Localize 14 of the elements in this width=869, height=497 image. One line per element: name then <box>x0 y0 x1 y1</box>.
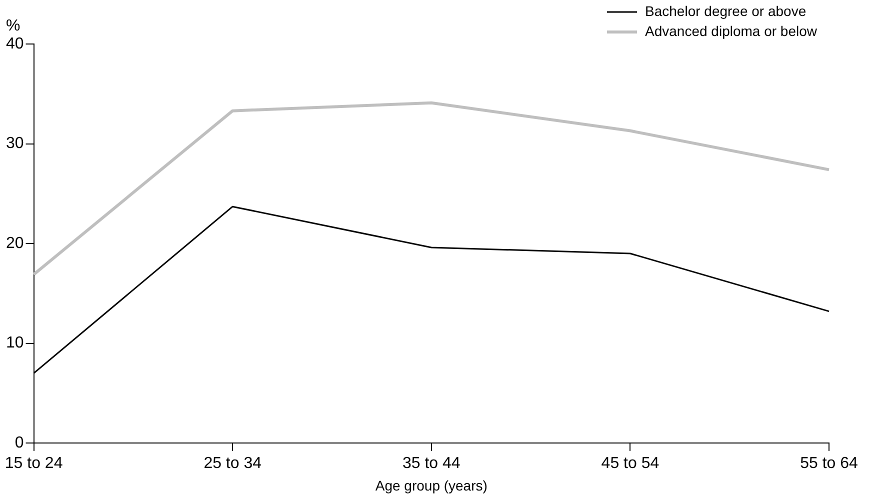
x-tick-label: 25 to 34 <box>204 455 262 472</box>
x-tick-label: 35 to 44 <box>402 455 460 472</box>
y-tick-label: 40 <box>6 35 24 52</box>
x-tick-label: 45 to 54 <box>601 455 660 472</box>
legend-label: Advanced diploma or below <box>645 22 818 39</box>
legend-label: Bachelor degree or above <box>645 2 806 19</box>
y-tick-label: 10 <box>6 334 24 352</box>
y-tick-label: 0 <box>14 434 24 452</box>
y-axis-title: % <box>6 17 20 34</box>
x-tick-label: 55 to 64 <box>800 455 858 472</box>
x-axis-title: Age group (years) <box>375 477 488 494</box>
y-tick-label: 20 <box>6 234 24 252</box>
y-tick-label: 30 <box>6 135 24 152</box>
x-tick-label: 15 to 24 <box>4 455 63 472</box>
